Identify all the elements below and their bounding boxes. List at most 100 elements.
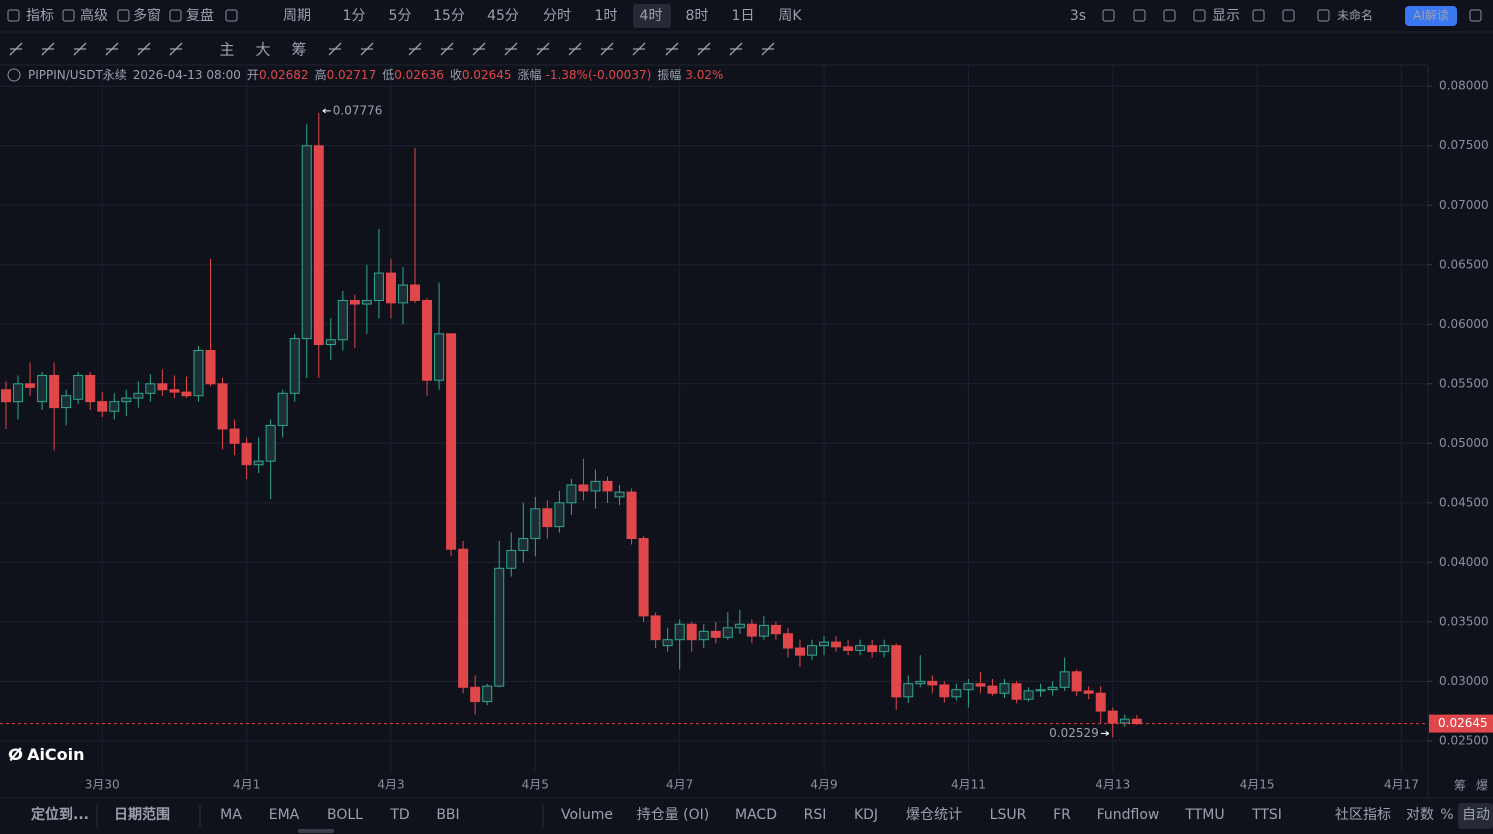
axis-corner[interactable]: 爆 xyxy=(1476,779,1488,793)
bottom-item[interactable]: Fundflow xyxy=(1097,807,1160,823)
top-item[interactable]: 周K xyxy=(778,8,802,24)
tool-icon[interactable] xyxy=(472,42,486,56)
icon[interactable] xyxy=(117,9,130,22)
top-item[interactable]: 8时 xyxy=(686,8,709,24)
candle-body xyxy=(349,299,360,305)
tool-icon[interactable] xyxy=(504,42,518,56)
tool-icon[interactable] xyxy=(105,42,119,56)
bottom-item[interactable]: 日期范围 xyxy=(114,806,170,823)
candle-body xyxy=(939,684,950,698)
tool-icon[interactable] xyxy=(169,42,183,56)
price-tag-label: 0.02645 xyxy=(1438,716,1488,730)
bottom-item[interactable]: BOLL xyxy=(327,807,363,823)
icon[interactable] xyxy=(1469,9,1482,22)
tool-icon[interactable] xyxy=(137,42,151,56)
tool-icon[interactable] xyxy=(440,42,454,56)
bottom-item[interactable]: TTSI xyxy=(1251,807,1282,823)
top-item[interactable]: 复盘 xyxy=(186,7,214,24)
bottom-item[interactable]: 爆仓统计 xyxy=(906,807,962,823)
tool-icon[interactable] xyxy=(408,42,422,56)
bottom-item[interactable]: 社区指标 xyxy=(1335,807,1391,823)
top-item[interactable]: 1时 xyxy=(595,8,618,24)
y-tick-label: 0.03000 xyxy=(1439,674,1489,688)
scrollbar[interactable] xyxy=(298,829,334,833)
drawing-tools[interactable] xyxy=(9,42,775,56)
top-item[interactable]: 分时 xyxy=(543,8,571,24)
tool-icon[interactable] xyxy=(568,42,582,56)
ai-badge[interactable] xyxy=(1405,6,1457,26)
icon[interactable] xyxy=(225,9,238,22)
icon[interactable] xyxy=(1102,9,1115,22)
bottom-item[interactable]: 持仓量 (OI) xyxy=(637,807,710,823)
candle-body xyxy=(951,689,962,698)
top-item[interactable]: 1日 xyxy=(732,8,755,24)
bottom-item[interactable]: FR xyxy=(1053,807,1071,823)
bottom-item[interactable]: 定位到... xyxy=(31,806,89,823)
bottom-item[interactable]: BBI xyxy=(436,807,459,823)
tool-icon[interactable] xyxy=(328,42,342,56)
bottom-bar xyxy=(0,798,1493,834)
tool-icon[interactable] xyxy=(665,42,679,56)
top-right-item[interactable]: 未命名 xyxy=(1337,8,1373,23)
icon[interactable] xyxy=(62,9,75,22)
tool-icon[interactable] xyxy=(761,42,775,56)
icon[interactable] xyxy=(1317,9,1330,22)
tool[interactable]: 筹 xyxy=(291,41,306,59)
candle-body xyxy=(831,641,842,648)
bottom-item[interactable]: TD xyxy=(389,807,409,823)
top-item[interactable]: 多窗 xyxy=(133,7,161,24)
tool-icon[interactable] xyxy=(729,42,743,56)
collapse-icon[interactable] xyxy=(7,68,21,82)
tool-icon[interactable] xyxy=(632,42,646,56)
tool-icon[interactable] xyxy=(360,42,374,56)
top-item[interactable]: 指标 xyxy=(26,8,54,24)
bottom-item[interactable]: EMA xyxy=(269,807,300,823)
candle-body xyxy=(1107,710,1118,724)
tool-icon[interactable] xyxy=(600,42,614,56)
icon[interactable] xyxy=(7,9,20,22)
icon[interactable] xyxy=(1133,9,1146,22)
icon[interactable] xyxy=(1163,9,1176,22)
candle-body xyxy=(13,383,24,403)
top-right-item[interactable]: AI解读 xyxy=(1413,9,1449,23)
bottom-item[interactable]: RSI xyxy=(804,807,827,823)
bottom-item[interactable]: 对数 xyxy=(1406,807,1434,823)
top-item[interactable]: 周期 xyxy=(283,8,311,24)
top-item[interactable]: 1分 xyxy=(343,8,366,24)
candle-body xyxy=(1131,718,1142,725)
tool[interactable]: 主 xyxy=(219,41,234,59)
bottom-item[interactable]: Volume xyxy=(561,807,613,823)
top-item[interactable]: 45分 xyxy=(487,8,519,24)
bottom-item[interactable]: 自动 xyxy=(1462,807,1490,823)
bottom-item[interactable]: MACD xyxy=(735,807,777,823)
candle-body xyxy=(289,338,300,394)
bottom-item[interactable]: % xyxy=(1440,807,1453,823)
tool-icon[interactable] xyxy=(536,42,550,56)
top-item[interactable]: 高级 xyxy=(80,7,108,24)
top-item[interactable]: 4时 xyxy=(640,8,663,24)
bottom-item[interactable]: KDJ xyxy=(854,807,878,823)
axis-corner[interactable]: 筹 xyxy=(1454,779,1466,793)
tool[interactable]: 大 xyxy=(255,41,270,59)
icon[interactable] xyxy=(169,9,182,22)
tool-bar xyxy=(0,33,1493,65)
tool-icon[interactable] xyxy=(9,42,23,56)
tool-icon[interactable] xyxy=(73,42,87,56)
candle-body xyxy=(518,538,529,551)
top-right-item[interactable]: 显示 xyxy=(1212,8,1240,24)
top-item[interactable]: 5分 xyxy=(389,8,412,24)
candle-body xyxy=(121,397,132,403)
bottom-item[interactable]: TTMU xyxy=(1184,807,1224,823)
tool-icon[interactable] xyxy=(41,42,55,56)
top-right-item[interactable]: 3s xyxy=(1070,8,1086,24)
bottom-item[interactable]: MA xyxy=(220,807,242,823)
low-arrow xyxy=(1100,730,1110,736)
bottom-item[interactable]: LSUR xyxy=(990,807,1027,823)
icon[interactable] xyxy=(1282,9,1295,22)
icon[interactable] xyxy=(1252,9,1265,22)
tool-icon[interactable] xyxy=(697,42,711,56)
top-item[interactable]: 15分 xyxy=(433,8,465,24)
icon[interactable] xyxy=(1193,9,1206,22)
symbol: PIPPIN/USDT永续 xyxy=(28,68,127,82)
